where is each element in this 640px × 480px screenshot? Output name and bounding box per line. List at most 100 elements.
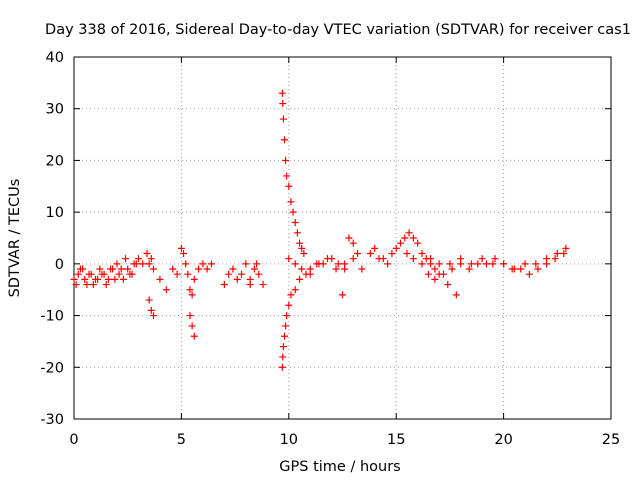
- data-point: [188, 322, 196, 330]
- x-tick-label: 0: [69, 432, 78, 448]
- data-point: [287, 198, 295, 206]
- data-point: [409, 234, 417, 242]
- data-point: [279, 100, 287, 108]
- data-point: [401, 234, 409, 242]
- data-point: [180, 250, 188, 258]
- plot-frame: [73, 56, 612, 420]
- y-tick-label: 30: [46, 102, 64, 118]
- data-point: [250, 265, 258, 273]
- data-point: [525, 270, 533, 278]
- x-tick-label: 5: [177, 432, 186, 448]
- data-point: [253, 260, 261, 268]
- data-point: [444, 281, 452, 289]
- data-point: [551, 255, 559, 263]
- data-point: [521, 260, 529, 268]
- data-point: [242, 260, 250, 268]
- data-point: [543, 260, 551, 268]
- data-point: [182, 260, 190, 268]
- data-point: [186, 312, 194, 320]
- data-point: [418, 250, 426, 258]
- data-point: [149, 265, 157, 273]
- data-point: [427, 255, 435, 263]
- y-tick-label: 10: [46, 205, 64, 221]
- data-point: [534, 265, 542, 273]
- data-point: [102, 281, 110, 289]
- data-point: [173, 270, 181, 278]
- data-point: [291, 260, 299, 268]
- data-point: [145, 296, 153, 304]
- data-point: [489, 260, 497, 268]
- data-points: [70, 89, 570, 371]
- data-point: [339, 291, 346, 299]
- data-point: [255, 270, 263, 278]
- y-axis-label: SDTVAR / TECUs: [7, 179, 23, 298]
- data-point: [446, 260, 454, 268]
- data-point: [229, 265, 237, 273]
- data-point: [282, 322, 290, 330]
- data-point: [296, 275, 304, 283]
- data-point: [220, 281, 228, 289]
- data-point: [147, 255, 155, 263]
- y-tick-label: -30: [40, 412, 64, 428]
- data-point: [478, 255, 486, 263]
- data-point: [418, 260, 426, 268]
- data-point: [162, 286, 170, 294]
- data-point: [384, 260, 392, 268]
- data-point: [349, 239, 357, 247]
- data-point: [238, 270, 246, 278]
- data-point: [143, 250, 151, 258]
- data-point: [354, 250, 362, 258]
- x-tick-label: 25: [602, 432, 620, 448]
- data-point: [560, 250, 568, 258]
- data-point: [291, 286, 299, 294]
- x-tick-label: 10: [280, 432, 298, 448]
- data-point: [431, 275, 439, 283]
- data-point: [414, 239, 422, 247]
- data-point: [147, 306, 155, 314]
- data-point: [293, 229, 301, 237]
- data-point: [452, 291, 460, 299]
- data-point: [500, 260, 508, 268]
- data-point: [285, 182, 293, 190]
- data-point: [115, 270, 123, 278]
- data-point: [117, 265, 125, 273]
- data-point: [139, 260, 147, 268]
- data-point: [122, 255, 130, 263]
- data-point: [403, 250, 411, 258]
- data-point: [448, 265, 456, 273]
- data-point: [188, 291, 196, 299]
- data-point: [285, 301, 293, 309]
- data-point: [281, 136, 289, 144]
- data-point: [424, 270, 432, 278]
- data-point: [70, 275, 78, 283]
- data-point: [85, 270, 93, 278]
- data-point: [345, 234, 353, 242]
- data-point: [439, 270, 447, 278]
- data-point: [225, 270, 233, 278]
- data-point: [289, 208, 297, 216]
- y-tick-label: 0: [55, 257, 64, 273]
- data-point: [283, 312, 291, 320]
- data-point: [195, 265, 203, 273]
- data-point: [282, 156, 290, 164]
- data-point: [279, 353, 287, 361]
- data-point: [190, 332, 198, 340]
- x-tick-labels: 0 5 10 15 20 25: [69, 432, 620, 448]
- y-tick-label: -20: [40, 360, 64, 376]
- data-point: [435, 260, 443, 268]
- data-point: [405, 229, 413, 237]
- data-point: [94, 275, 102, 283]
- y-tick-labels: -30 -20 -10 0 10 20 30 40: [40, 50, 64, 428]
- data-point: [107, 265, 115, 273]
- data-point: [315, 260, 323, 268]
- data-point: [81, 275, 89, 283]
- data-point: [119, 275, 127, 283]
- data-point: [467, 260, 475, 268]
- data-point: [379, 255, 387, 263]
- data-point: [465, 265, 473, 273]
- x-tick-label: 20: [494, 432, 512, 448]
- data-point: [281, 332, 289, 340]
- data-point: [83, 281, 91, 289]
- data-point: [388, 250, 396, 258]
